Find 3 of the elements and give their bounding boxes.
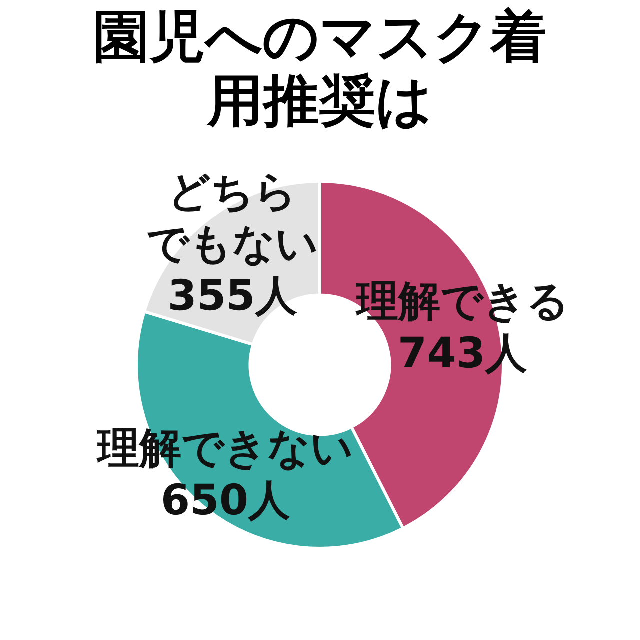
slice-label: どちらでもない (146, 166, 319, 268)
data-label: 355人 (168, 270, 298, 320)
chart-title: 園児へのマスク着用推奨は (92, 5, 548, 136)
